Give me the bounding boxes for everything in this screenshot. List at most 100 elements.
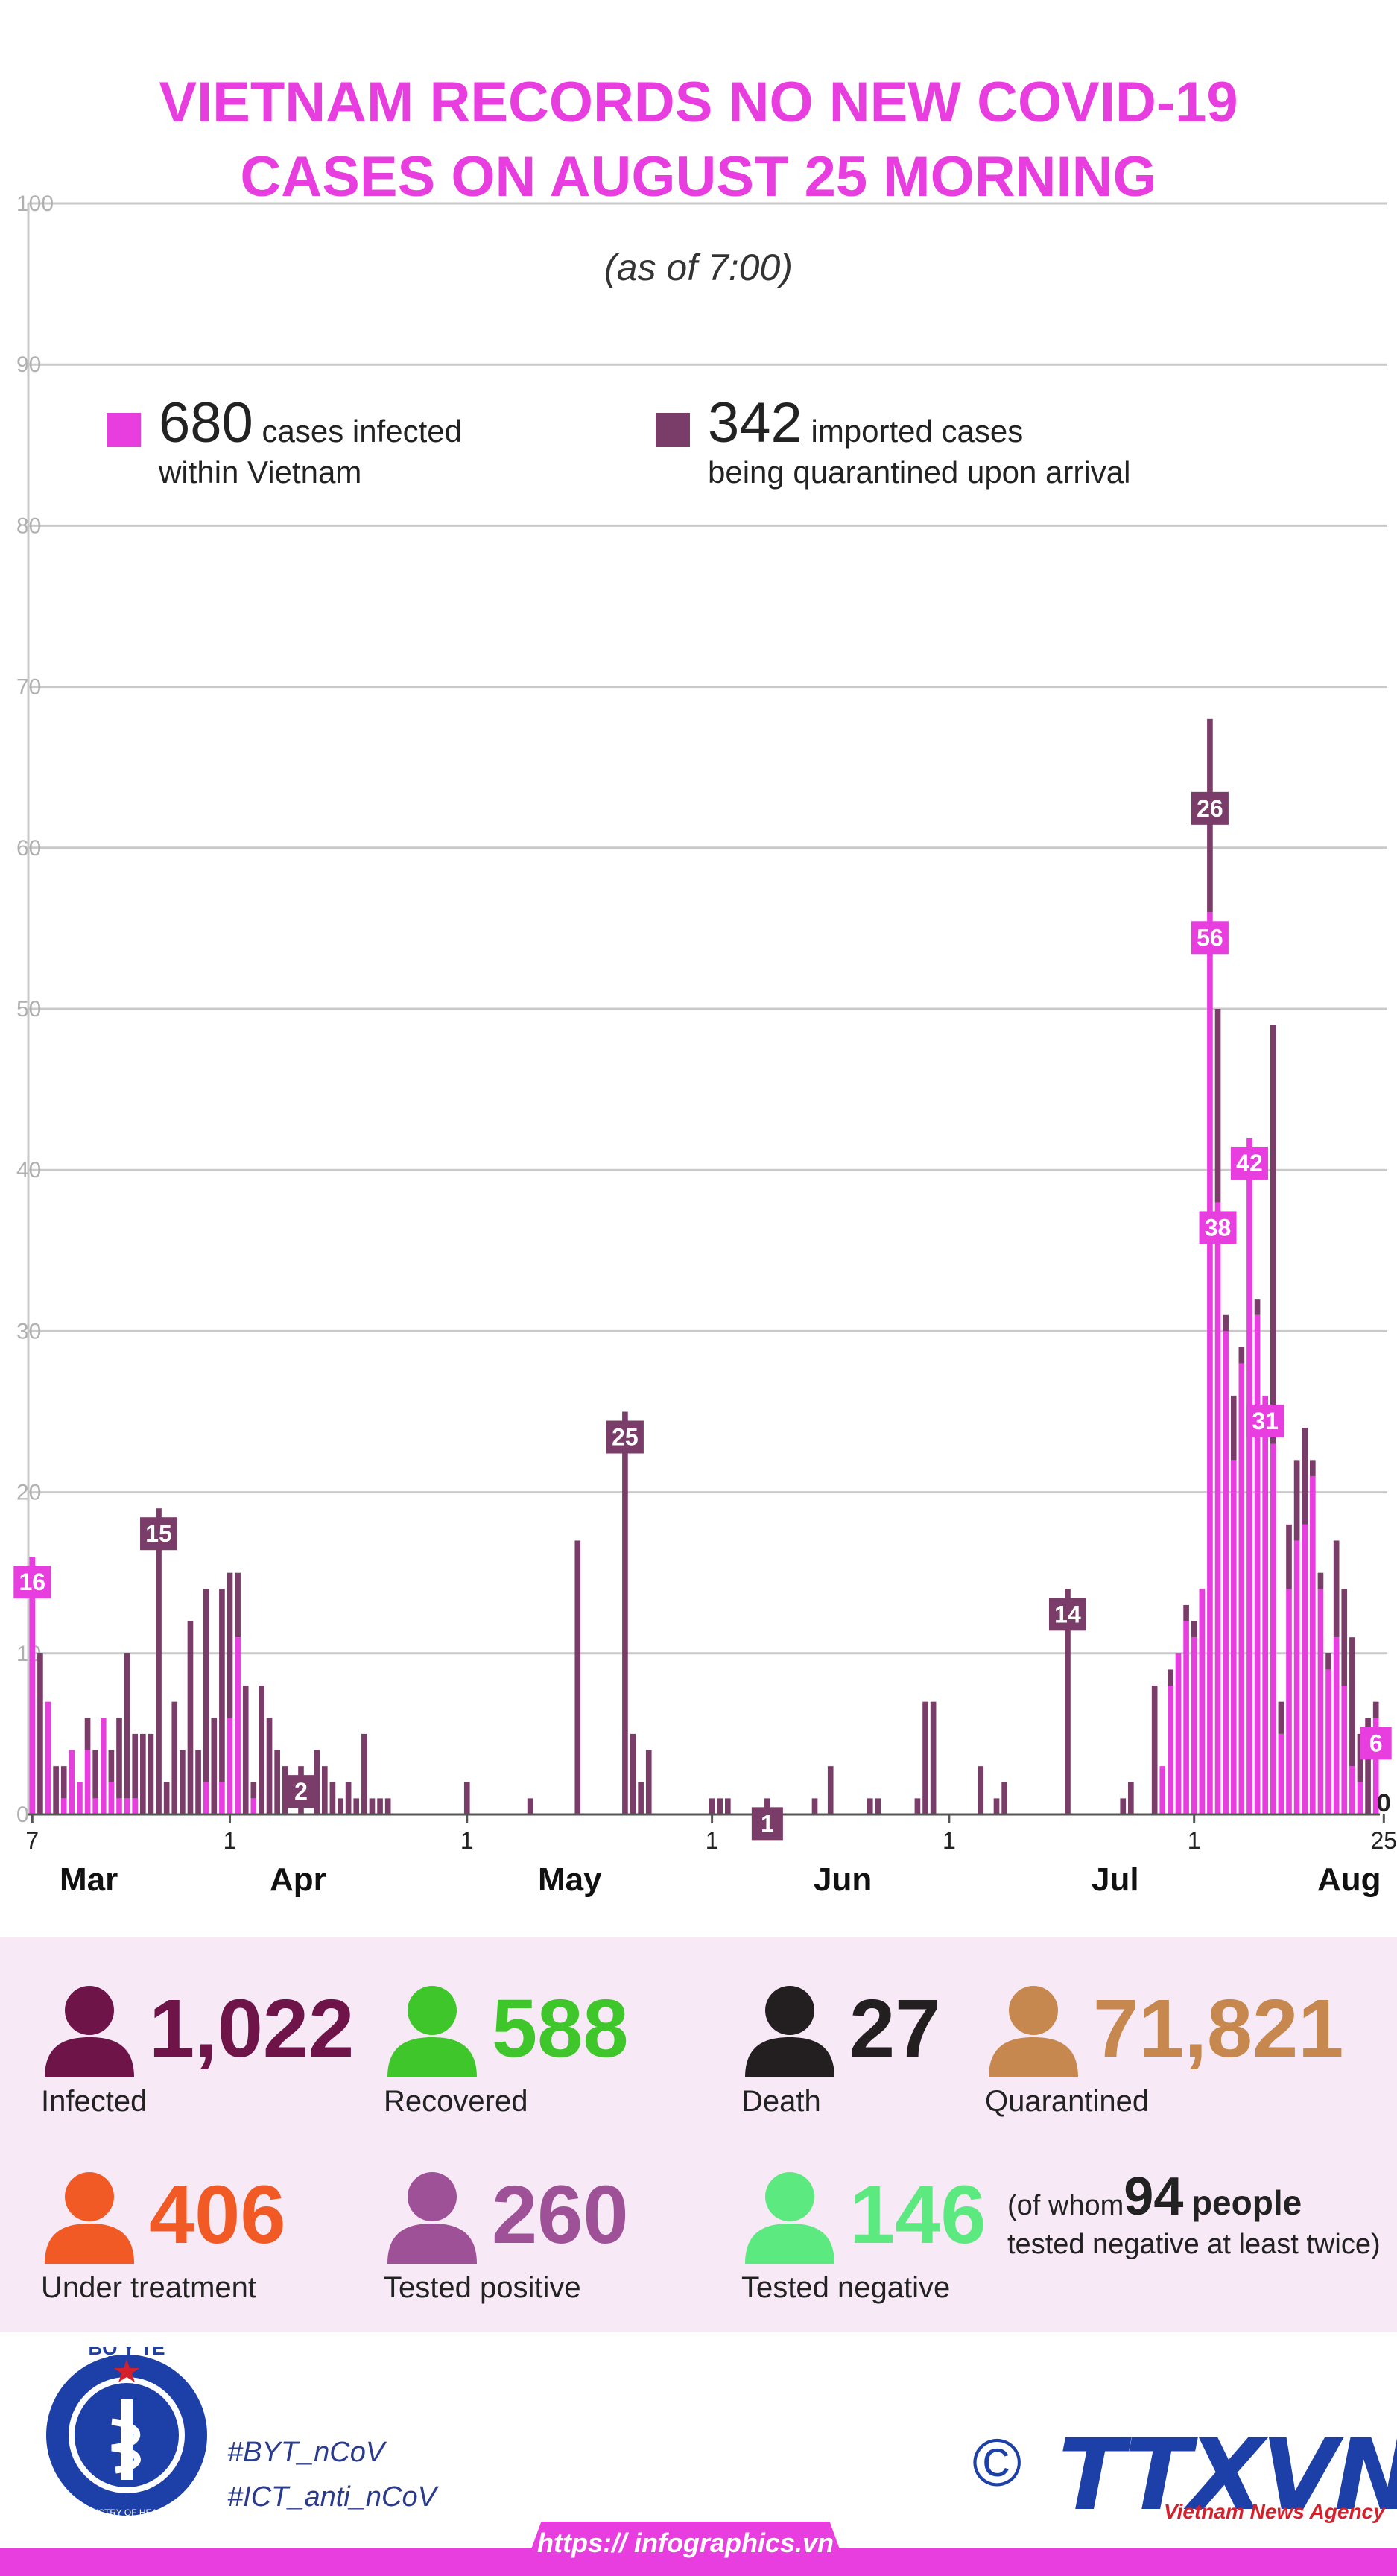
- legend-imported-count: 342: [708, 391, 802, 455]
- bar-domestic: [100, 1718, 107, 1814]
- bar-imported: [329, 1782, 336, 1814]
- bar-imported: [1302, 1428, 1308, 1525]
- data-label: 31: [1252, 1408, 1279, 1434]
- note-unit: people: [1191, 2183, 1302, 2222]
- bar-imported: [353, 1798, 360, 1814]
- data-label-box: [1246, 1404, 1284, 1437]
- bar-domestic: [116, 1798, 122, 1814]
- bar-imported: [1286, 1524, 1292, 1589]
- stat-treatment-value: 406: [149, 2169, 286, 2261]
- bar-imported: [108, 1750, 115, 1782]
- bar-imported: [1223, 1314, 1229, 1332]
- data-label: 38: [1205, 1214, 1232, 1241]
- data-label: 26: [1197, 795, 1223, 822]
- data-label: 25: [612, 1424, 639, 1451]
- bar-domestic: [227, 1718, 233, 1814]
- bar-domestic: [84, 1750, 91, 1814]
- bar-imported: [1349, 1637, 1355, 1767]
- data-label: 0: [1377, 1789, 1391, 1817]
- bar-imported: [875, 1798, 881, 1814]
- bar-domestic: [77, 1782, 83, 1814]
- bar-imported: [922, 1701, 928, 1814]
- bar-imported: [1333, 1540, 1340, 1638]
- month-label-apr: Apr: [270, 1861, 326, 1898]
- bar-imported: [187, 1621, 194, 1814]
- bar-domestic: [29, 1557, 36, 1814]
- bar-imported: [259, 1686, 264, 1814]
- stat-positive-value: 260: [492, 2169, 629, 2261]
- bar-imported: [1317, 1572, 1324, 1589]
- stat-death-value: 27: [849, 1983, 941, 2075]
- data-label-box: [13, 1566, 51, 1599]
- bar-imported: [1183, 1604, 1189, 1621]
- bar-imported: [993, 1798, 1000, 1814]
- stat-recovered-value: 588: [492, 1983, 629, 2075]
- bar-domestic: [203, 1782, 209, 1814]
- bar-domestic: [69, 1750, 75, 1814]
- bar-imported: [116, 1718, 122, 1799]
- legend-domestic-label1: cases infected: [262, 414, 462, 449]
- bar-imported: [1120, 1798, 1127, 1814]
- bar-imported: [764, 1798, 770, 1814]
- page-title: VIETNAM RECORDS NO NEW COVID-19 CASES ON…: [0, 66, 1397, 215]
- bar-imported: [53, 1766, 59, 1814]
- person-icon: [745, 1986, 834, 2077]
- stat-infected-value: 1,022: [149, 1983, 355, 2075]
- bar-imported: [148, 1733, 154, 1814]
- ministry-logo-bottom-text: MINISTRY OF HEALTH: [80, 2507, 174, 2518]
- bar-imported: [630, 1733, 636, 1814]
- month-label-mar: Mar: [60, 1861, 118, 1898]
- footer-url-link[interactable]: https:// infographics.vn: [536, 2528, 834, 2558]
- data-label: 16: [19, 1569, 46, 1595]
- data-label-box: [1048, 1598, 1086, 1631]
- bar-imported: [1270, 1025, 1276, 1444]
- month-label-jun: Jun: [814, 1861, 872, 1898]
- x-tick-label: 1: [943, 1827, 956, 1854]
- bar-imported: [930, 1701, 937, 1814]
- bar-domestic: [235, 1637, 241, 1814]
- data-label: 56: [1197, 924, 1223, 951]
- x-tick-label: 1: [1188, 1827, 1201, 1854]
- bar-domestic: [1223, 1331, 1229, 1814]
- bar-imported: [156, 1508, 162, 1814]
- bar-imported: [266, 1718, 273, 1814]
- stat-quarantined-value: 71,821: [1093, 1983, 1344, 2075]
- data-label-box: [751, 1807, 783, 1841]
- stats-panel: [0, 1937, 1397, 2332]
- chart-subtitle: (as of 7:00): [604, 247, 793, 288]
- legend-swatch-domestic: [107, 413, 141, 447]
- person-icon: [45, 1986, 134, 2077]
- bar-imported: [282, 1766, 288, 1814]
- bar-imported: [274, 1750, 280, 1814]
- ministry-of-health-logo: BỘ Y TẾ MINISTRY OF HEALTH: [46, 2347, 207, 2518]
- bar-imported: [1365, 1718, 1371, 1814]
- bar-imported: [867, 1798, 873, 1814]
- person-icon: [45, 2172, 134, 2264]
- hashtag-byt[interactable]: #BYT_nCoV: [227, 2437, 385, 2468]
- bar-imported: [914, 1798, 921, 1814]
- bar-domestic: [1357, 1782, 1363, 1814]
- bar-domestic: [1183, 1621, 1189, 1814]
- bar-domestic: [60, 1798, 67, 1814]
- person-icon: [989, 1986, 1078, 2077]
- bar-domestic: [1207, 912, 1213, 1814]
- bar-imported: [219, 1589, 225, 1782]
- bar-imported: [1357, 1733, 1363, 1782]
- bar-domestic: [92, 1798, 98, 1814]
- bar-imported: [369, 1798, 376, 1814]
- bar-domestic: [219, 1782, 225, 1814]
- data-label: 15: [145, 1520, 172, 1547]
- legend-imported-label1: imported cases: [811, 414, 1024, 449]
- bar-domestic: [45, 1701, 51, 1814]
- bar-domestic: [1254, 1314, 1261, 1814]
- hashtag-ict[interactable]: #ICT_anti_nCoV: [227, 2481, 437, 2513]
- bar-domestic: [1159, 1766, 1166, 1814]
- bar-imported: [1214, 1009, 1221, 1203]
- bar-imported: [377, 1798, 383, 1814]
- bar-imported: [314, 1750, 320, 1814]
- legend-domestic-count: 680: [159, 391, 253, 455]
- bar-imported: [463, 1782, 470, 1814]
- legend-imported-label2: being quarantined upon arrival: [708, 455, 1131, 490]
- bar-imported: [384, 1798, 391, 1814]
- bar-imported: [361, 1733, 367, 1814]
